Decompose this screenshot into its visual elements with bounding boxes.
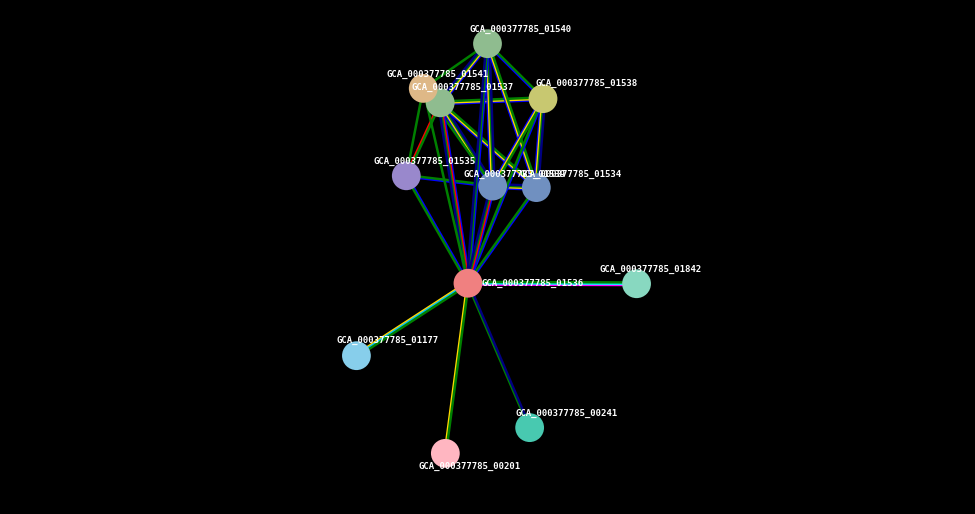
Circle shape xyxy=(522,173,551,202)
Text: GCA_000377785_01534: GCA_000377785_01534 xyxy=(520,170,621,179)
Text: GCA_000377785_01539: GCA_000377785_01539 xyxy=(463,170,566,179)
Circle shape xyxy=(342,341,370,370)
Text: GCA_000377785_00201: GCA_000377785_00201 xyxy=(418,462,521,471)
Text: GCA_000377785_01541: GCA_000377785_01541 xyxy=(386,70,488,79)
Text: GCA_000377785_01842: GCA_000377785_01842 xyxy=(600,265,702,274)
Circle shape xyxy=(426,88,454,117)
Text: GCA_000377785_01538: GCA_000377785_01538 xyxy=(535,79,638,88)
Circle shape xyxy=(515,413,544,442)
Circle shape xyxy=(431,439,460,468)
Text: GCA_000377785_01177: GCA_000377785_01177 xyxy=(337,336,439,345)
Circle shape xyxy=(622,269,651,298)
Circle shape xyxy=(409,74,438,103)
Text: GCA_000377785_01535: GCA_000377785_01535 xyxy=(373,157,476,167)
Circle shape xyxy=(528,84,558,113)
Text: GCA_000377785_00241: GCA_000377785_00241 xyxy=(516,409,618,418)
Circle shape xyxy=(473,29,502,58)
Circle shape xyxy=(479,172,507,200)
Text: GCA_000377785_01540: GCA_000377785_01540 xyxy=(470,25,571,34)
Circle shape xyxy=(453,269,483,298)
Text: GCA_000377785_01536: GCA_000377785_01536 xyxy=(482,279,583,288)
Circle shape xyxy=(392,161,420,190)
Text: GCA_000377785_01537: GCA_000377785_01537 xyxy=(411,83,514,92)
